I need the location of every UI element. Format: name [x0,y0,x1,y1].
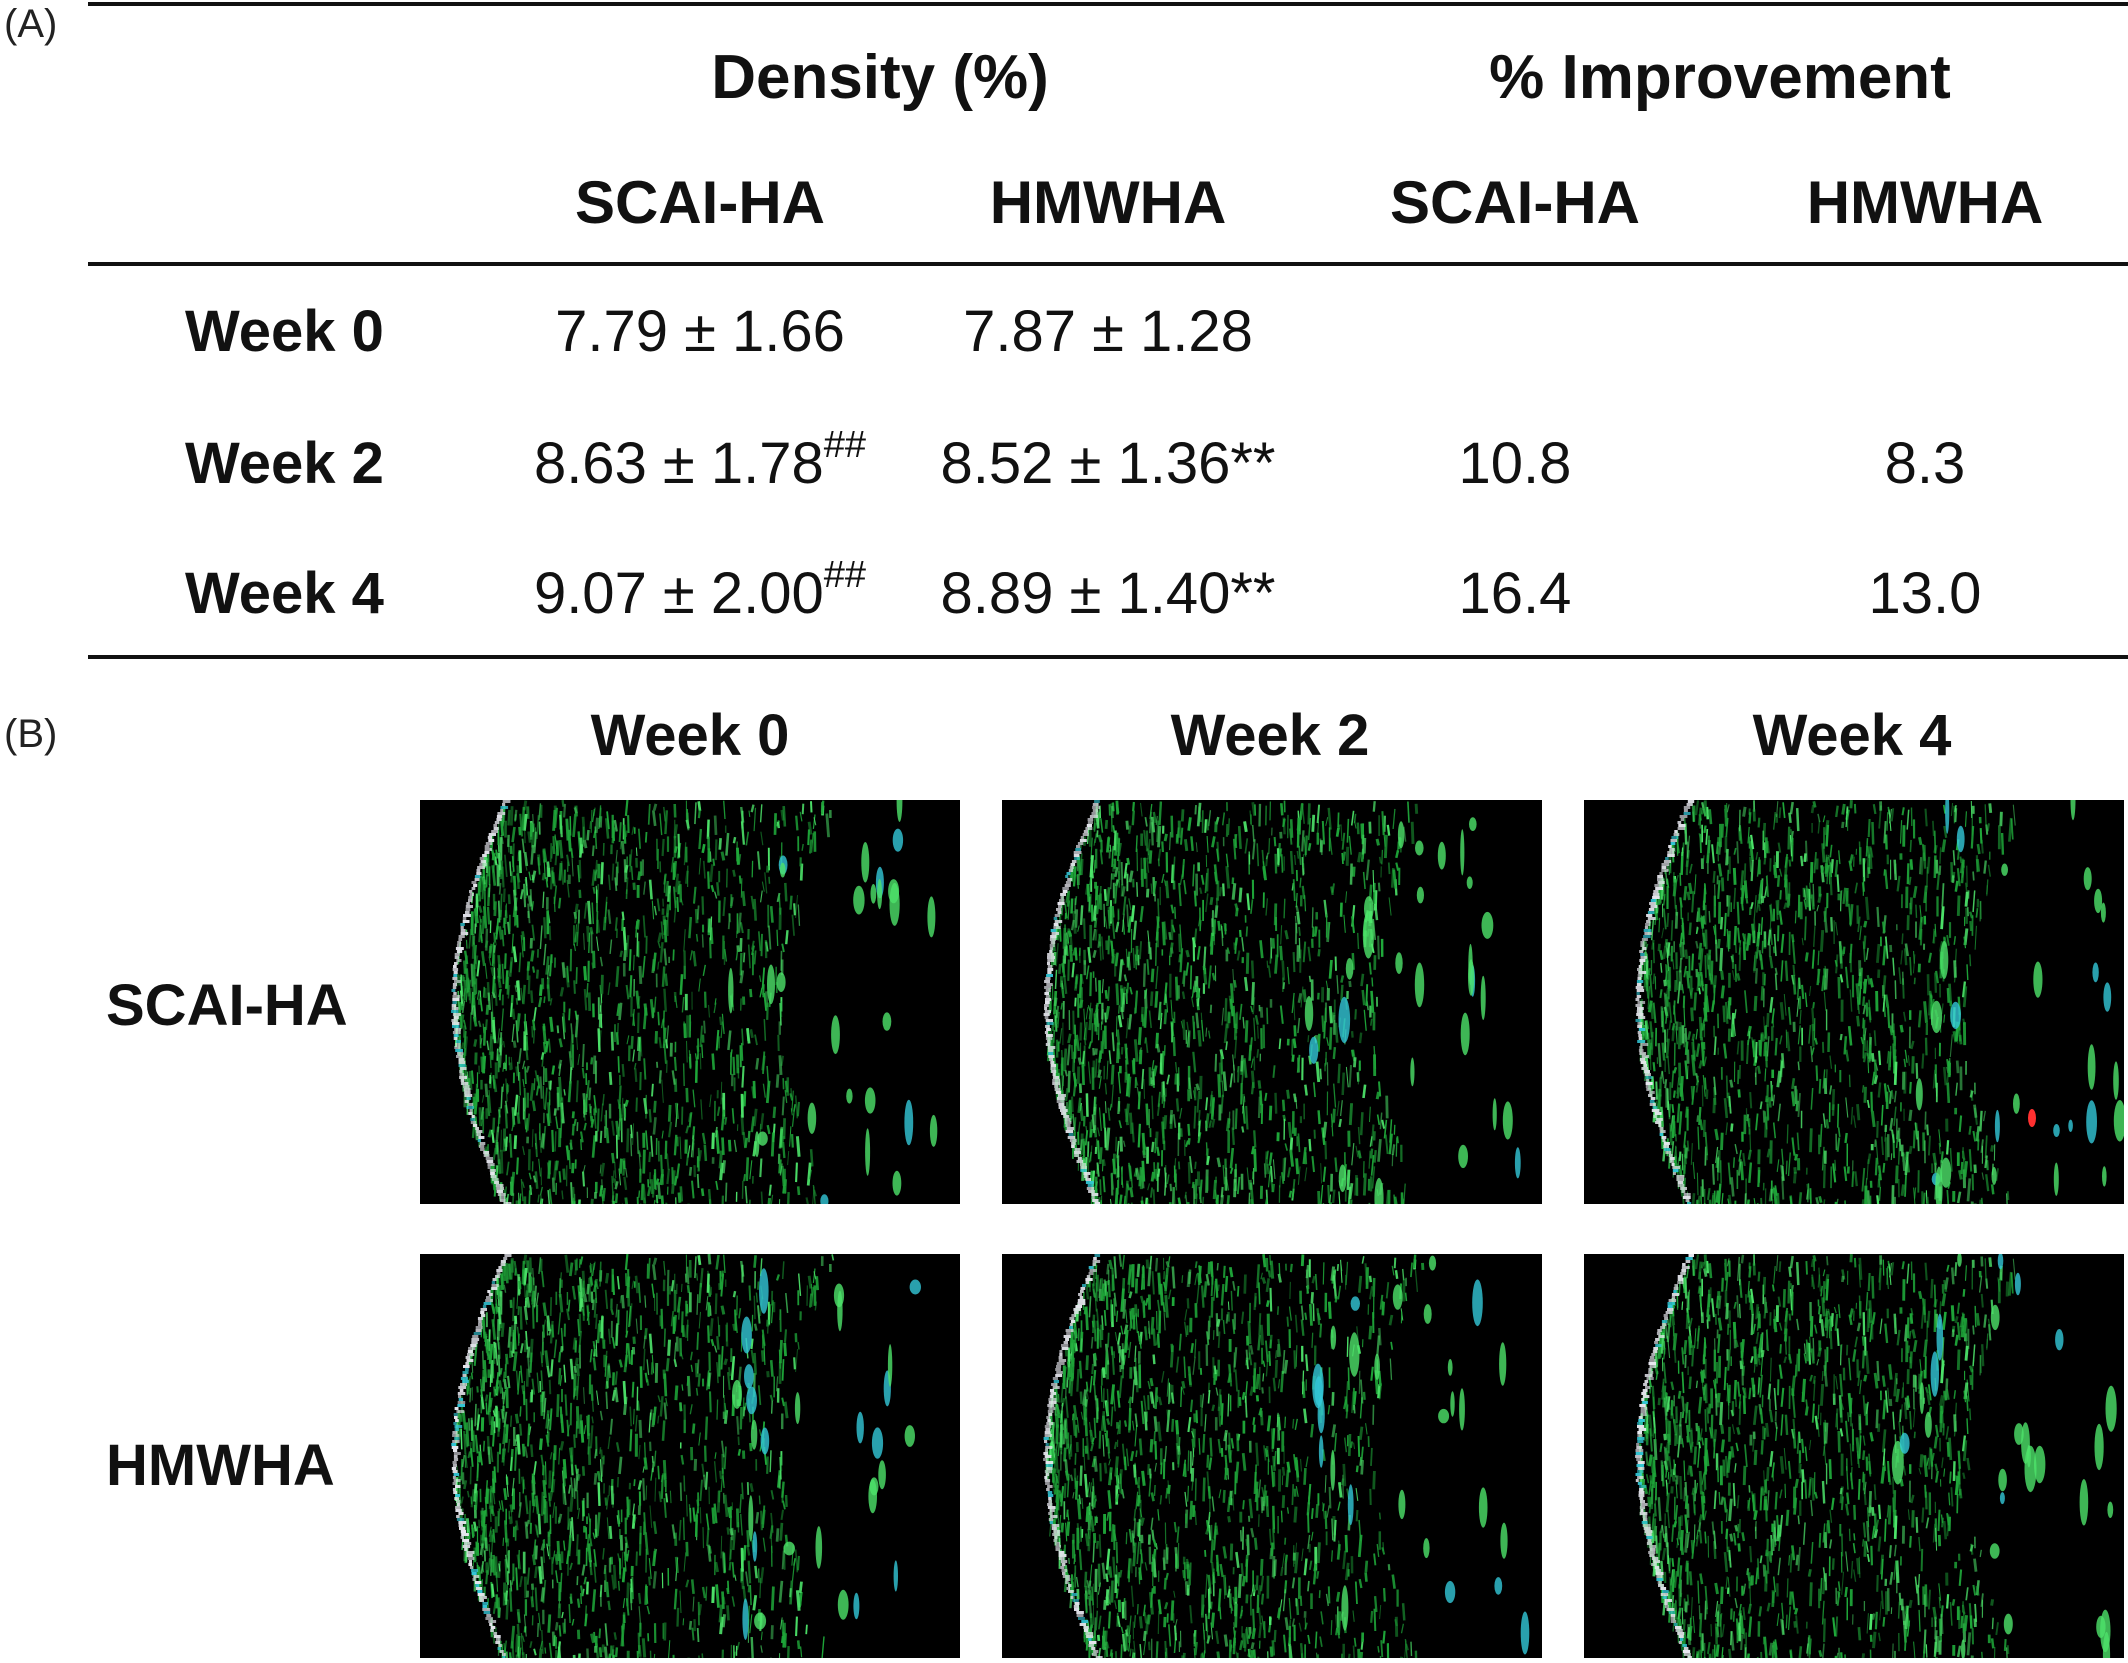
subheader-density-scai: SCAI-HA [575,169,825,236]
subheader-density-hmwha: HMWHA [989,169,1227,236]
cell-week4-hmwha-density: 8.89 ± 1.40** [940,561,1276,626]
cell-week0-hmwha-density: 7.87 ± 1.28 [963,299,1253,364]
cell-week2-scai-improvement: 10.8 [1458,431,1572,496]
subheader-improvement-scai: SCAI-HA [1390,169,1640,236]
row-label-week0: Week 0 [185,299,384,364]
row-label-week2: Week 2 [185,431,384,496]
cell-week4-scai-density: 9.07 ± 2.00## [533,554,867,626]
cell-week2-scai-density: 8.63 ± 1.78## [533,424,867,496]
ultrasound-image-hmwha-week4 [1584,1254,2124,1658]
image-row-label-scai: SCAI-HA [106,973,348,1038]
image-col-header-week4: Week 4 [1752,703,1952,768]
cell-week2-hmwha-improvement: 8.3 [1884,431,1966,496]
ultrasound-image-hmwha-week2 [1002,1254,1542,1658]
image-col-header-week0: Week 0 [590,703,790,768]
ultrasound-image-scai-week0 [420,800,960,1204]
image-col-header-week2: Week 2 [1170,703,1370,768]
subheader-improvement-hmwha: HMWHA [1806,169,2044,236]
cell-week4-scai-improvement: 16.4 [1458,561,1572,626]
ultrasound-image-scai-week2 [1002,800,1542,1204]
table-bottom-rule [88,655,2128,659]
improvement-group-header: % Improvement [1489,43,1951,112]
panel-a-label: (A) [4,2,58,46]
density-group-header: Density (%) [711,43,1049,112]
ultrasound-image-scai-week4 [1584,800,2124,1204]
cell-week0-scai-density: 7.79 ± 1.66 [555,299,845,364]
ultrasound-image-hmwha-week0 [420,1254,960,1658]
cell-week2-hmwha-density: 8.52 ± 1.36** [940,431,1276,496]
panel-b-label: (B) [4,712,58,756]
cell-week4-hmwha-improvement: 13.0 [1868,561,1982,626]
table-top-rule [88,2,2128,6]
row-label-week4: Week 4 [185,561,384,626]
image-row-label-hmwha: HMWHA [106,1433,335,1498]
table-header-rule [88,262,2128,266]
